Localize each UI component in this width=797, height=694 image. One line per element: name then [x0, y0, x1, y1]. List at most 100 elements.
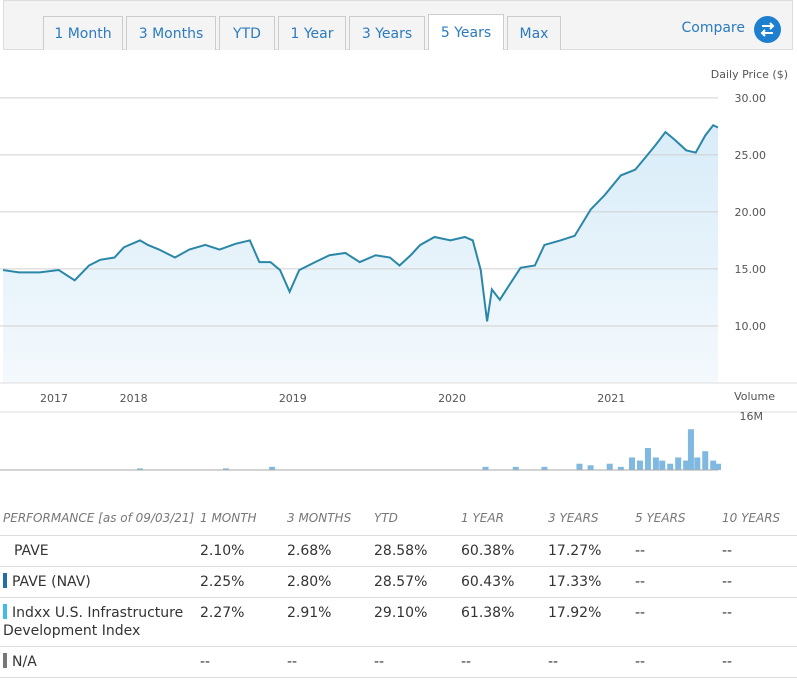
return-cell: -- [458, 646, 545, 678]
x-tick-label: 2018 [120, 392, 148, 405]
volume-bar [715, 463, 721, 470]
column-header: 5 YEARS [632, 505, 719, 536]
volume-label: Volume [734, 390, 775, 403]
return-cell: -- [371, 646, 458, 678]
return-cell: 28.57% [371, 566, 458, 598]
row-name-cell: Indxx U.S. Infrastructure Development In… [0, 597, 197, 647]
row-name: PAVE (NAV) [12, 574, 91, 590]
volume-bar [683, 460, 690, 470]
volume-bar [629, 457, 636, 470]
return-cell: 2.80% [284, 566, 371, 598]
y-tick-label: 15.00 [735, 263, 767, 276]
return-cell: 17.27% [545, 535, 632, 567]
return-cell: 2.68% [284, 535, 371, 567]
compare-arrows [760, 22, 775, 37]
compare-icon[interactable] [754, 16, 781, 43]
range-tab[interactable]: 3 Years [349, 16, 425, 50]
price-line [2, 123, 719, 322]
volume-bar [710, 460, 717, 470]
column-header: PERFORMANCE [as of 09/03/21] [0, 505, 197, 536]
column-header: 1 MONTH [197, 505, 284, 536]
row-name: N/A [12, 654, 37, 670]
return-cell: -- [719, 535, 797, 567]
return-cell: -- [632, 535, 719, 567]
volume-bar [652, 457, 659, 470]
return-cell: -- [197, 646, 284, 678]
performance-row: PAVE 2.10% 2.68% 28.58% 60.38% 17.27% -- -- [0, 535, 797, 567]
price-area [3, 125, 718, 383]
return-cell: -- [545, 646, 632, 678]
volume-bar [667, 463, 674, 470]
return-cell: -- [719, 646, 797, 678]
price-chart: Daily Price ($) Volume 10.00 15.00 20.00 25… [0, 68, 797, 471]
y-tick-label: 20.00 [735, 206, 767, 219]
return-cell: -- [632, 566, 719, 598]
volume-bar [644, 448, 651, 470]
column-header: 1 YEAR [458, 505, 545, 536]
y-tick-label: 25.00 [735, 149, 767, 162]
volume-bar [587, 465, 594, 470]
volume-bar [512, 466, 519, 470]
series-marker [3, 573, 7, 588]
y-tick-label: 10.00 [735, 320, 767, 333]
return-cell: 60.43% [458, 566, 545, 598]
volume-bar [659, 460, 666, 470]
range-tab[interactable]: 5 Years [428, 14, 504, 50]
return-cell: -- [284, 646, 371, 678]
volume-bar [606, 463, 613, 470]
row-name: PAVE [14, 543, 49, 559]
volume-bar [617, 466, 624, 470]
column-header: 3 YEARS [545, 505, 632, 536]
performance-table: PERFORMANCE [as of 09/03/21] 1 MONTH 3 MON… [0, 505, 797, 678]
return-cell: 29.10% [371, 597, 458, 647]
return-cell: 17.92% [545, 597, 632, 647]
column-header: YTD [371, 505, 458, 536]
row-name: Indxx U.S. Infrastructure Development In… [3, 605, 184, 639]
x-tick-label: 2020 [438, 392, 466, 405]
volume-bar [222, 468, 229, 470]
row-name-cell: PAVE (NAV) [0, 566, 197, 598]
return-cell: -- [719, 597, 797, 647]
column-header: 10 YEARS [719, 505, 797, 536]
volume-bar [576, 463, 583, 470]
volume-bar [541, 466, 548, 470]
series-marker [3, 604, 7, 619]
range-tab[interactable]: 1 Year [278, 16, 346, 50]
return-cell: -- [632, 646, 719, 678]
volume-bar [687, 429, 694, 470]
return-cell: -- [719, 566, 797, 598]
return-cell: 17.33% [545, 566, 632, 598]
volume-bar [636, 460, 643, 470]
return-cell: 61.38% [458, 597, 545, 647]
y-tick-label: 30.00 [735, 92, 767, 105]
volume-bar [482, 466, 489, 470]
return-cell: 28.58% [371, 535, 458, 567]
range-tab[interactable]: 1 Month [43, 16, 123, 50]
volume-bar [702, 451, 709, 470]
x-tick-label: 2019 [279, 392, 307, 405]
range-tab[interactable]: YTD [219, 16, 275, 50]
return-cell: -- [632, 597, 719, 647]
volume-bar [136, 468, 143, 470]
x-tick-label: 2017 [40, 392, 68, 405]
return-cell: 60.38% [458, 535, 545, 567]
range-tab[interactable]: Max [507, 16, 561, 50]
column-header: 3 MONTHS [284, 505, 371, 536]
performance-row: N/A -- -- -- -- -- -- -- [0, 646, 797, 678]
volume-bar [694, 457, 701, 470]
range-tab[interactable]: 3 Months [126, 16, 216, 50]
return-cell: 2.10% [197, 535, 284, 567]
volume-bar [675, 457, 682, 470]
return-cell: 2.27% [197, 597, 284, 647]
performance-row: Indxx U.S. Infrastructure Development In… [0, 597, 797, 647]
row-name-cell: N/A [0, 646, 197, 678]
series-marker [3, 653, 7, 668]
compare-link[interactable]: Compare [681, 20, 745, 36]
return-cell: 2.91% [284, 597, 371, 647]
volume-bar [269, 466, 276, 470]
performance-row: PAVE (NAV) 2.25% 2.80% 28.57% 60.43% 17.33% --… [0, 566, 797, 598]
row-name-cell: PAVE [0, 535, 197, 567]
return-cell: 2.25% [197, 566, 284, 598]
x-tick-label: 2021 [597, 392, 625, 405]
